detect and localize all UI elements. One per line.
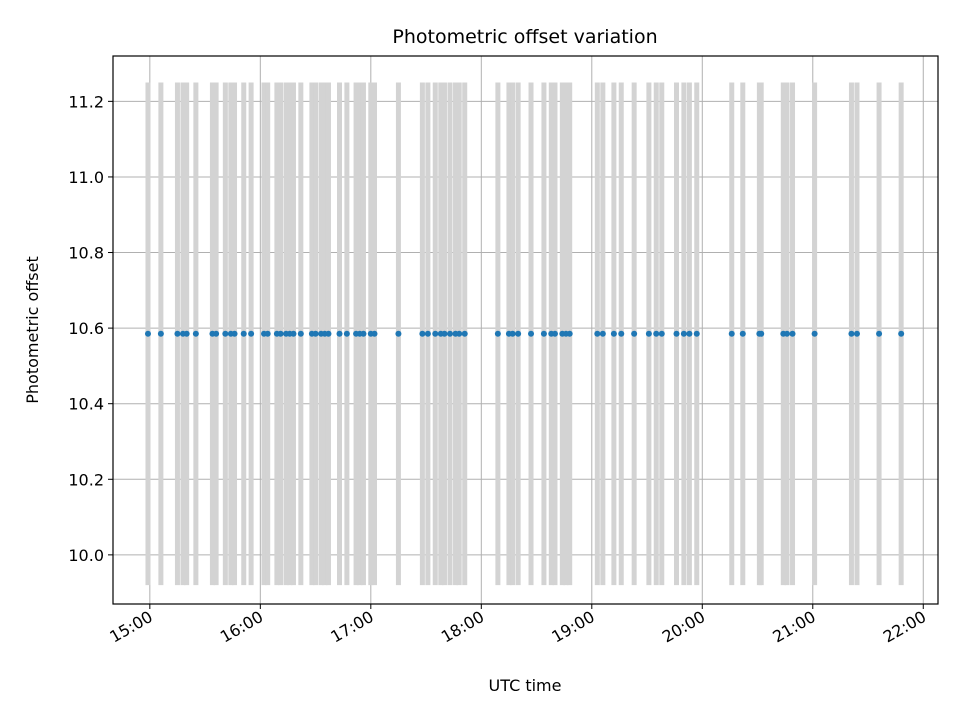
data-point <box>618 330 625 337</box>
data-point <box>551 330 558 337</box>
data-point <box>789 330 796 337</box>
data-point <box>441 330 448 337</box>
data-point <box>343 330 350 337</box>
data-point <box>297 330 304 337</box>
data-point <box>758 330 765 337</box>
y-tick-label: 10.2 <box>68 470 104 489</box>
data-point <box>183 330 190 337</box>
data-point <box>599 330 606 337</box>
data-point <box>811 330 818 337</box>
y-tick-label: 10.6 <box>68 319 104 338</box>
data-point <box>898 330 905 337</box>
data-point <box>783 330 790 337</box>
data-point <box>528 330 535 337</box>
data-point <box>540 330 547 337</box>
data-point <box>144 330 151 337</box>
data-point <box>174 330 181 337</box>
data-point <box>594 330 601 337</box>
y-axis-title: Photometric offset <box>23 256 42 404</box>
data-point <box>419 330 426 337</box>
data-points <box>144 330 905 337</box>
y-axis: 10.0 10.2 10.4 10.6 10.8 11.0 11.2 <box>68 92 113 565</box>
data-point <box>446 330 453 337</box>
y-tick-label: 10.0 <box>68 546 104 565</box>
y-tick-label: 11.0 <box>68 168 104 187</box>
data-point <box>395 330 402 337</box>
data-point <box>686 330 693 337</box>
plot-frame <box>112 55 939 605</box>
y-tick-label: 10.8 <box>68 244 104 263</box>
data-point <box>371 330 378 337</box>
data-point <box>222 330 229 337</box>
data-point <box>515 330 522 337</box>
data-point <box>277 330 284 337</box>
data-point <box>658 330 665 337</box>
data-point <box>290 330 297 337</box>
data-point <box>876 330 883 337</box>
data-point <box>728 330 735 337</box>
data-point <box>653 330 660 337</box>
data-point <box>645 330 652 337</box>
data-point <box>739 330 746 337</box>
data-point <box>693 330 700 337</box>
data-point <box>157 330 164 337</box>
data-point <box>848 330 855 337</box>
data-point <box>853 330 860 337</box>
data-point <box>264 330 271 337</box>
data-point <box>360 330 367 337</box>
data-point <box>248 330 255 337</box>
data-point <box>432 330 439 337</box>
data-point <box>231 330 238 337</box>
data-point <box>494 330 501 337</box>
data-point <box>461 330 468 337</box>
data-point <box>673 330 680 337</box>
data-point <box>631 330 638 337</box>
x-axis-title: UTC time <box>489 676 562 695</box>
y-tick-label: 11.2 <box>68 92 104 111</box>
data-point <box>610 330 617 337</box>
chart-title: Photometric offset variation <box>392 26 657 48</box>
data-point <box>325 330 332 337</box>
data-point <box>336 330 343 337</box>
data-point <box>213 330 220 337</box>
data-point <box>192 330 199 337</box>
data-point <box>424 330 431 337</box>
data-point <box>240 330 247 337</box>
data-point <box>680 330 687 337</box>
data-point <box>312 330 319 337</box>
data-point <box>509 330 516 337</box>
data-point <box>566 330 573 337</box>
data-point <box>456 330 463 337</box>
y-tick-label: 10.4 <box>68 395 104 414</box>
